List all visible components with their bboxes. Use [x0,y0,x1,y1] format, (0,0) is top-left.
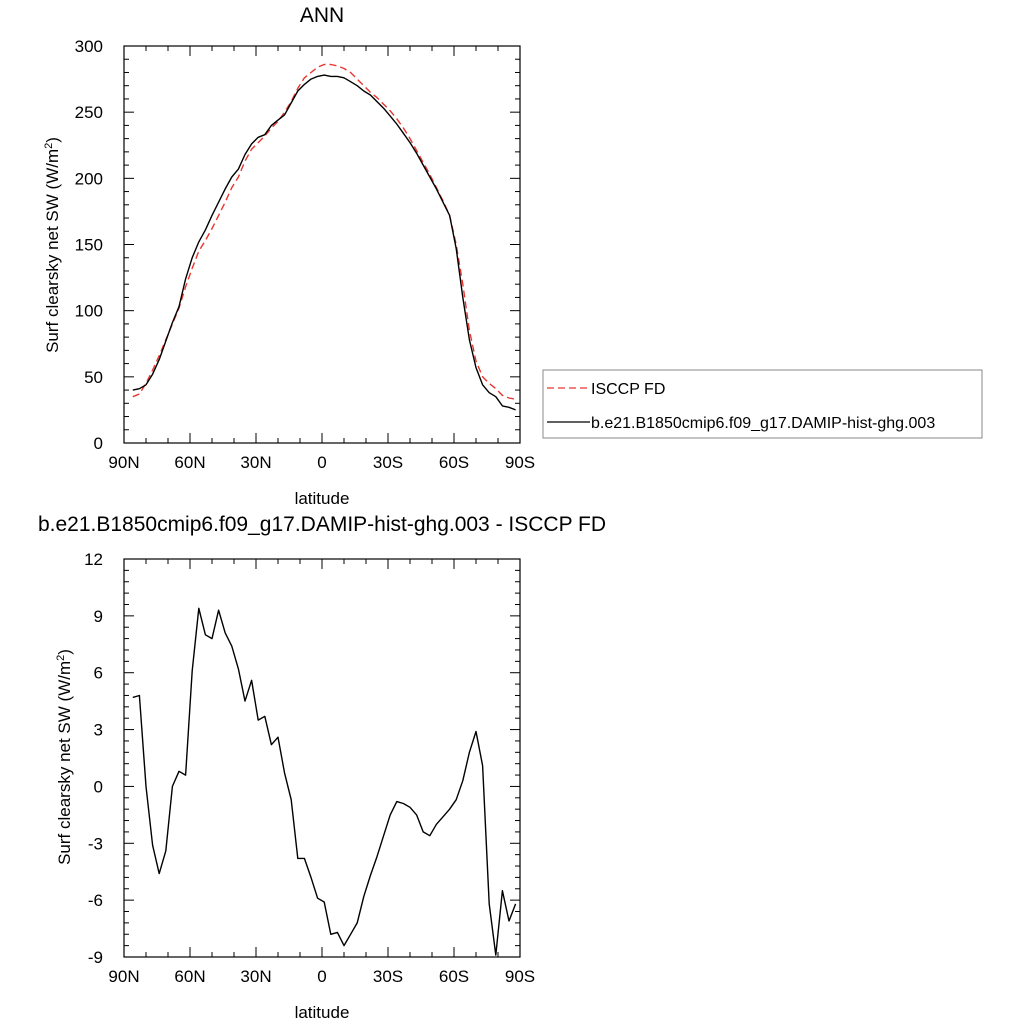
bottom-x-tick-label: 90N [108,967,139,986]
bottom-y-tick-label: 12 [84,550,103,569]
top-y-tick-label: 100 [75,302,103,321]
bottom-plot-frame [123,558,521,958]
top-chart-title: ANN [300,4,344,27]
top-x-axis-label: latitude [295,489,350,508]
top-x-tick-label: 60S [439,453,469,472]
bottom-panel: b.e21.B1850cmip6.f09_g17.DAMIP-hist-ghg.… [38,513,606,1022]
top-y-tick-label: 300 [75,37,103,56]
bottom-y-tick-label: -3 [88,834,103,853]
bottom-series-line-0 [132,607,517,956]
top-x-tick-label: 0 [317,453,326,472]
bottom-axes: 90N 60N 30N 0 30S 60S 90S -9 -6 -3 0 3 6 9 12 [84,550,535,986]
bottom-y-tick-label: -6 [88,891,103,910]
bottom-y-axis-label-main: Surf clearsky net SW (W/m [55,661,74,865]
bottom-y-tick-label: 3 [94,721,103,740]
bottom-y-tick-label: 9 [94,607,103,626]
bottom-y-axis-label-sup: 2 [55,655,67,661]
top-x-tick-label: 60N [174,453,205,472]
bottom-x-tick-label: 30S [373,967,403,986]
legend-label-model: b.e21.B1850cmip6.f09_g17.DAMIP-hist-ghg.… [591,415,935,432]
top-y-axis-label-end: ) [43,137,62,143]
bottom-chart-title: b.e21.B1850cmip6.f09_g17.DAMIP-hist-ghg.… [38,513,606,536]
top-x-tick-label: 90N [108,453,139,472]
legend: ISCCP FD b.e21.B1850cmip6.f09_g17.DAMIP-… [542,369,983,439]
top-series-group [132,63,516,411]
legend-label-isccp: ISCCP FD [591,381,665,398]
top-x-tick-label: 30N [240,453,271,472]
bottom-y-axis-label: Surf clearsky net SW (W/m2) [55,649,74,865]
bottom-series-group [132,607,517,956]
top-y-axis-label-sup: 2 [43,143,55,149]
top-plot-frame [123,45,521,444]
bottom-x-tick-label: 30N [240,967,271,986]
bottom-x-tick-label: 60S [439,967,469,986]
top-axes: 90N 60N 30N 0 30S 60S 90S 0 50 100 150 200 250 300 [75,37,536,472]
top-y-tick-label: 250 [75,103,103,122]
bottom-x-tick-label: 90S [505,967,535,986]
bottom-x-axis-label: latitude [295,1003,350,1022]
top-series-line-1 [132,74,516,411]
top-y-tick-label: 150 [75,236,103,255]
top-series-line-0 [132,63,516,400]
bottom-y-tick-label: 6 [94,664,103,683]
legend-box [542,369,983,439]
top-x-tick-label: 90S [505,453,535,472]
top-x-tick-label: 30S [373,453,403,472]
bottom-y-axis-label-end: ) [55,649,74,655]
bottom-x-tick-label: 0 [317,967,326,986]
top-y-tick-label: 50 [84,368,103,387]
bottom-y-tick-label: -9 [88,948,103,967]
top-y-axis-label-main: Surf clearsky net SW (W/m [43,149,62,353]
top-y-axis-label: Surf clearsky net SW (W/m2) [43,137,62,353]
top-y-tick-label: 200 [75,169,103,188]
bottom-y-tick-label: 0 [94,777,103,796]
bottom-x-tick-label: 60N [174,967,205,986]
top-y-tick-label: 0 [94,434,103,453]
top-panel: ANN 90N 60N 30N 0 30S 60S 90S 0 50 100 150 200 250 30… [43,4,535,508]
